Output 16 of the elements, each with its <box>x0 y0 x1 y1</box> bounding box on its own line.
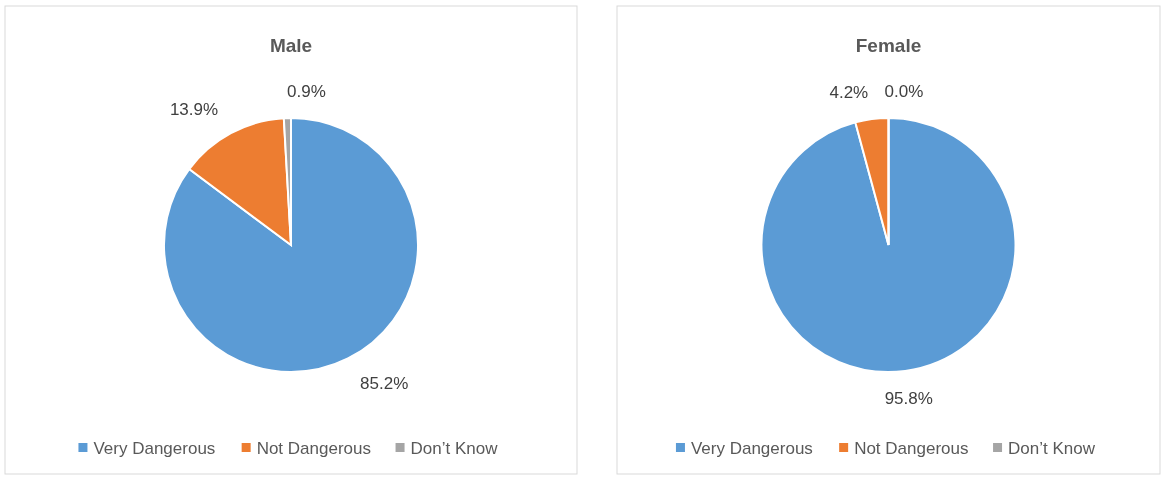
data-label: 85.2% <box>360 373 409 393</box>
legend-label: Not Dangerous <box>854 438 969 458</box>
pie-slice <box>163 117 419 373</box>
legend-label: Very Dangerous <box>93 438 216 458</box>
legend-label: Don’t Know <box>1008 438 1096 458</box>
chart-title: Male <box>269 35 313 56</box>
legend-label: Don’t Know <box>410 438 499 458</box>
chart-title: Female <box>855 35 922 56</box>
legend-label: Not Dangerous <box>256 438 371 458</box>
text: 0.0% <box>884 81 924 101</box>
data-label: 13.9% <box>169 100 219 120</box>
legend-label: Very Dangerous <box>690 438 813 458</box>
data-label: 95.8% <box>884 388 933 408</box>
data-label: 4.2% <box>829 83 869 103</box>
pie-slice <box>760 117 1017 373</box>
data-label: 0.9% <box>287 82 326 102</box>
